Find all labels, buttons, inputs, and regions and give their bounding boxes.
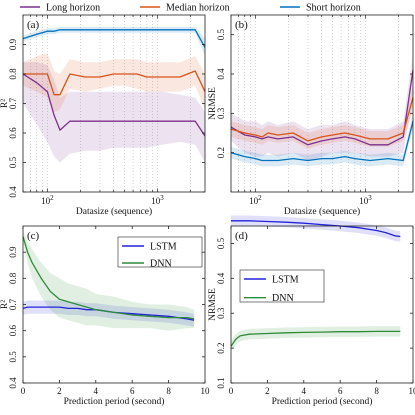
y-tick-label: 0.6 — [8, 127, 18, 139]
legend-label: LSTM — [150, 242, 177, 253]
x-tick-label: 4 — [94, 386, 99, 396]
y-tick-label: 0.5 — [8, 156, 18, 168]
x-tick-label: 0 — [229, 386, 234, 396]
panel-label: (b) — [235, 19, 248, 31]
legend-label: Median horizon — [166, 3, 230, 14]
x-tick-label: 102 — [249, 194, 262, 206]
x-tick-label: 8 — [166, 386, 171, 396]
series-line — [22, 236, 195, 320]
legend-label: Long horizon — [46, 3, 100, 14]
y-tick-label: 0.9 — [8, 246, 18, 258]
series-line — [230, 97, 414, 142]
series-line — [231, 220, 401, 238]
y-tick-label: 0.4 — [8, 186, 18, 198]
legend-label: DNN — [150, 259, 172, 270]
series-line — [230, 70, 414, 146]
y-tick-label: 0.5 — [216, 29, 226, 41]
x-tick-label: 103 — [151, 194, 164, 206]
x-tick-label: 8 — [374, 386, 379, 396]
series-line — [23, 70, 206, 96]
y-tick-label: 0.7 — [8, 97, 18, 109]
y-axis-label: NRMSE — [208, 288, 218, 321]
y-tick-label: 0.5 — [8, 351, 18, 363]
y-tick-label: 0.3 — [216, 107, 226, 119]
x-axis-label: Datasize (sequence) — [284, 206, 360, 217]
y-tick-label: 0.8 — [8, 272, 18, 284]
y-tick-label: 0.5 — [216, 237, 226, 249]
x-tick-label: 102 — [41, 194, 54, 206]
y-tick-label: 0.6 — [8, 325, 18, 337]
panel-label: (c) — [27, 230, 40, 242]
series-band — [231, 326, 401, 352]
legend-label: LSTM — [272, 275, 299, 286]
series-band — [23, 300, 195, 327]
y-tick-label: 0.1 — [216, 377, 226, 388]
series-line — [22, 29, 206, 48]
series-band — [231, 113, 413, 167]
y-tick-label: 0.4 — [216, 272, 226, 284]
legend-label: DNN — [272, 293, 294, 304]
axes-frame — [230, 225, 414, 384]
panel-label: (a) — [27, 19, 40, 31]
panel-d: 0.1 0.2 0.3 0.4 0.5 0 2 4 6 8 10 Prediction period … — [208, 215, 415, 407]
x-tick-label: 2 — [57, 386, 62, 396]
x-tick-label: 6 — [130, 386, 135, 396]
top-legend: Long horizon Median horizon Short horizon — [20, 3, 361, 14]
y-tick-label: 0.3 — [216, 307, 226, 319]
series-band — [23, 231, 195, 331]
x-axis-label: Prediction period (second) — [64, 396, 165, 407]
series-band — [231, 54, 413, 161]
legend-label: Short horizon — [306, 3, 361, 14]
y-axis-label: R² — [0, 300, 10, 309]
y-tick-label: 0.2 — [216, 147, 226, 158]
y-tick-label: 0.4 — [8, 377, 18, 389]
x-tick-label: 2 — [265, 386, 270, 396]
x-tick-label: 10 — [201, 386, 211, 396]
y-axis-label: NRMSE — [208, 87, 218, 120]
y-axis-label: R² — [0, 99, 10, 108]
y-tick-label: 0.4 — [216, 68, 226, 80]
panel-c: 0.4 0.5 0.6 0.7 0.8 0.9 0 2 4 6 8 10 Prediction peri… — [0, 225, 211, 407]
x-tick-label: 6 — [338, 386, 343, 396]
series-line — [22, 73, 206, 137]
y-tick-label: 0.7 — [8, 298, 18, 310]
x-axis-label: Prediction period (second) — [272, 396, 373, 407]
y-tick-label: 0.2 — [216, 342, 226, 353]
series-band — [23, 53, 205, 113]
legend-box — [117, 236, 203, 268]
legend-box — [239, 269, 325, 303]
x-axis-label: Datasize (sequence) — [76, 206, 152, 217]
series-band — [231, 85, 413, 149]
y-tick-label: 0.8 — [8, 68, 18, 80]
x-tick-label: 10 — [409, 386, 415, 396]
x-tick-label: 0 — [21, 386, 26, 396]
series-line — [22, 306, 195, 321]
series-band — [23, 62, 205, 163]
x-tick-label: 4 — [302, 386, 307, 396]
series-line — [230, 330, 401, 347]
series-line — [230, 121, 414, 162]
series-band — [231, 215, 401, 242]
y-tick-label: 0.9 — [8, 38, 18, 50]
panel-label: (d) — [235, 230, 248, 242]
x-tick-label: 103 — [359, 194, 372, 206]
